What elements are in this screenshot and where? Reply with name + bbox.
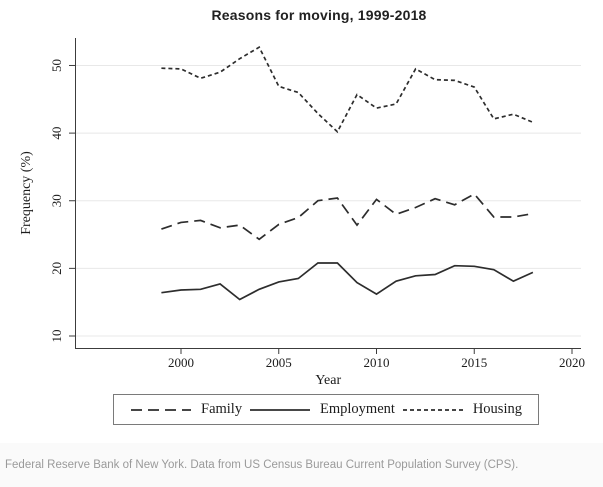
y-axis-title: Frequency (%): [19, 151, 34, 235]
source-attribution-text: Federal Reserve Bank of New York. Data f…: [5, 459, 519, 471]
legend-item-family: Family: [130, 401, 242, 418]
legend-label-housing: Housing: [472, 401, 522, 417]
x-tick-label: 2010: [364, 355, 390, 370]
housing-line-sample-icon: [402, 408, 463, 411]
legend: Family Employment Housing: [113, 394, 539, 425]
y-tick-label: 50: [49, 59, 64, 72]
family-line-sample-icon: [131, 408, 191, 411]
x-tick-label: 2015: [461, 355, 487, 370]
x-tick-label: 2020: [559, 355, 585, 370]
y-tick-label: 40: [49, 127, 64, 140]
x-tick-label: 2000: [168, 355, 194, 370]
chart-title: Reasons for moving, 1999-2018: [211, 7, 427, 23]
y-tick-label: 20: [49, 262, 64, 275]
family-series-line: [161, 192, 534, 241]
plot-area: 10 20 30 40 50 2000 2005 2010 2015 2020 Frequency …: [19, 38, 585, 388]
source-footer: Federal Reserve Bank of New York. Data f…: [0, 443, 603, 487]
y-tick-label: 10: [49, 330, 64, 343]
legend-label-family: Family: [201, 401, 243, 417]
employment-series-line: [161, 262, 534, 301]
x-tick-label: 2005: [266, 355, 292, 370]
legend-label-employment: Employment: [320, 401, 395, 417]
y-tick-label: 30: [49, 194, 64, 207]
legend-item-housing: Housing: [402, 401, 522, 418]
legend-item-employment: Employment: [249, 401, 395, 418]
x-axis-title: Year: [315, 373, 341, 388]
employment-line-sample-icon: [250, 408, 310, 411]
housing-series-line: [161, 46, 534, 134]
